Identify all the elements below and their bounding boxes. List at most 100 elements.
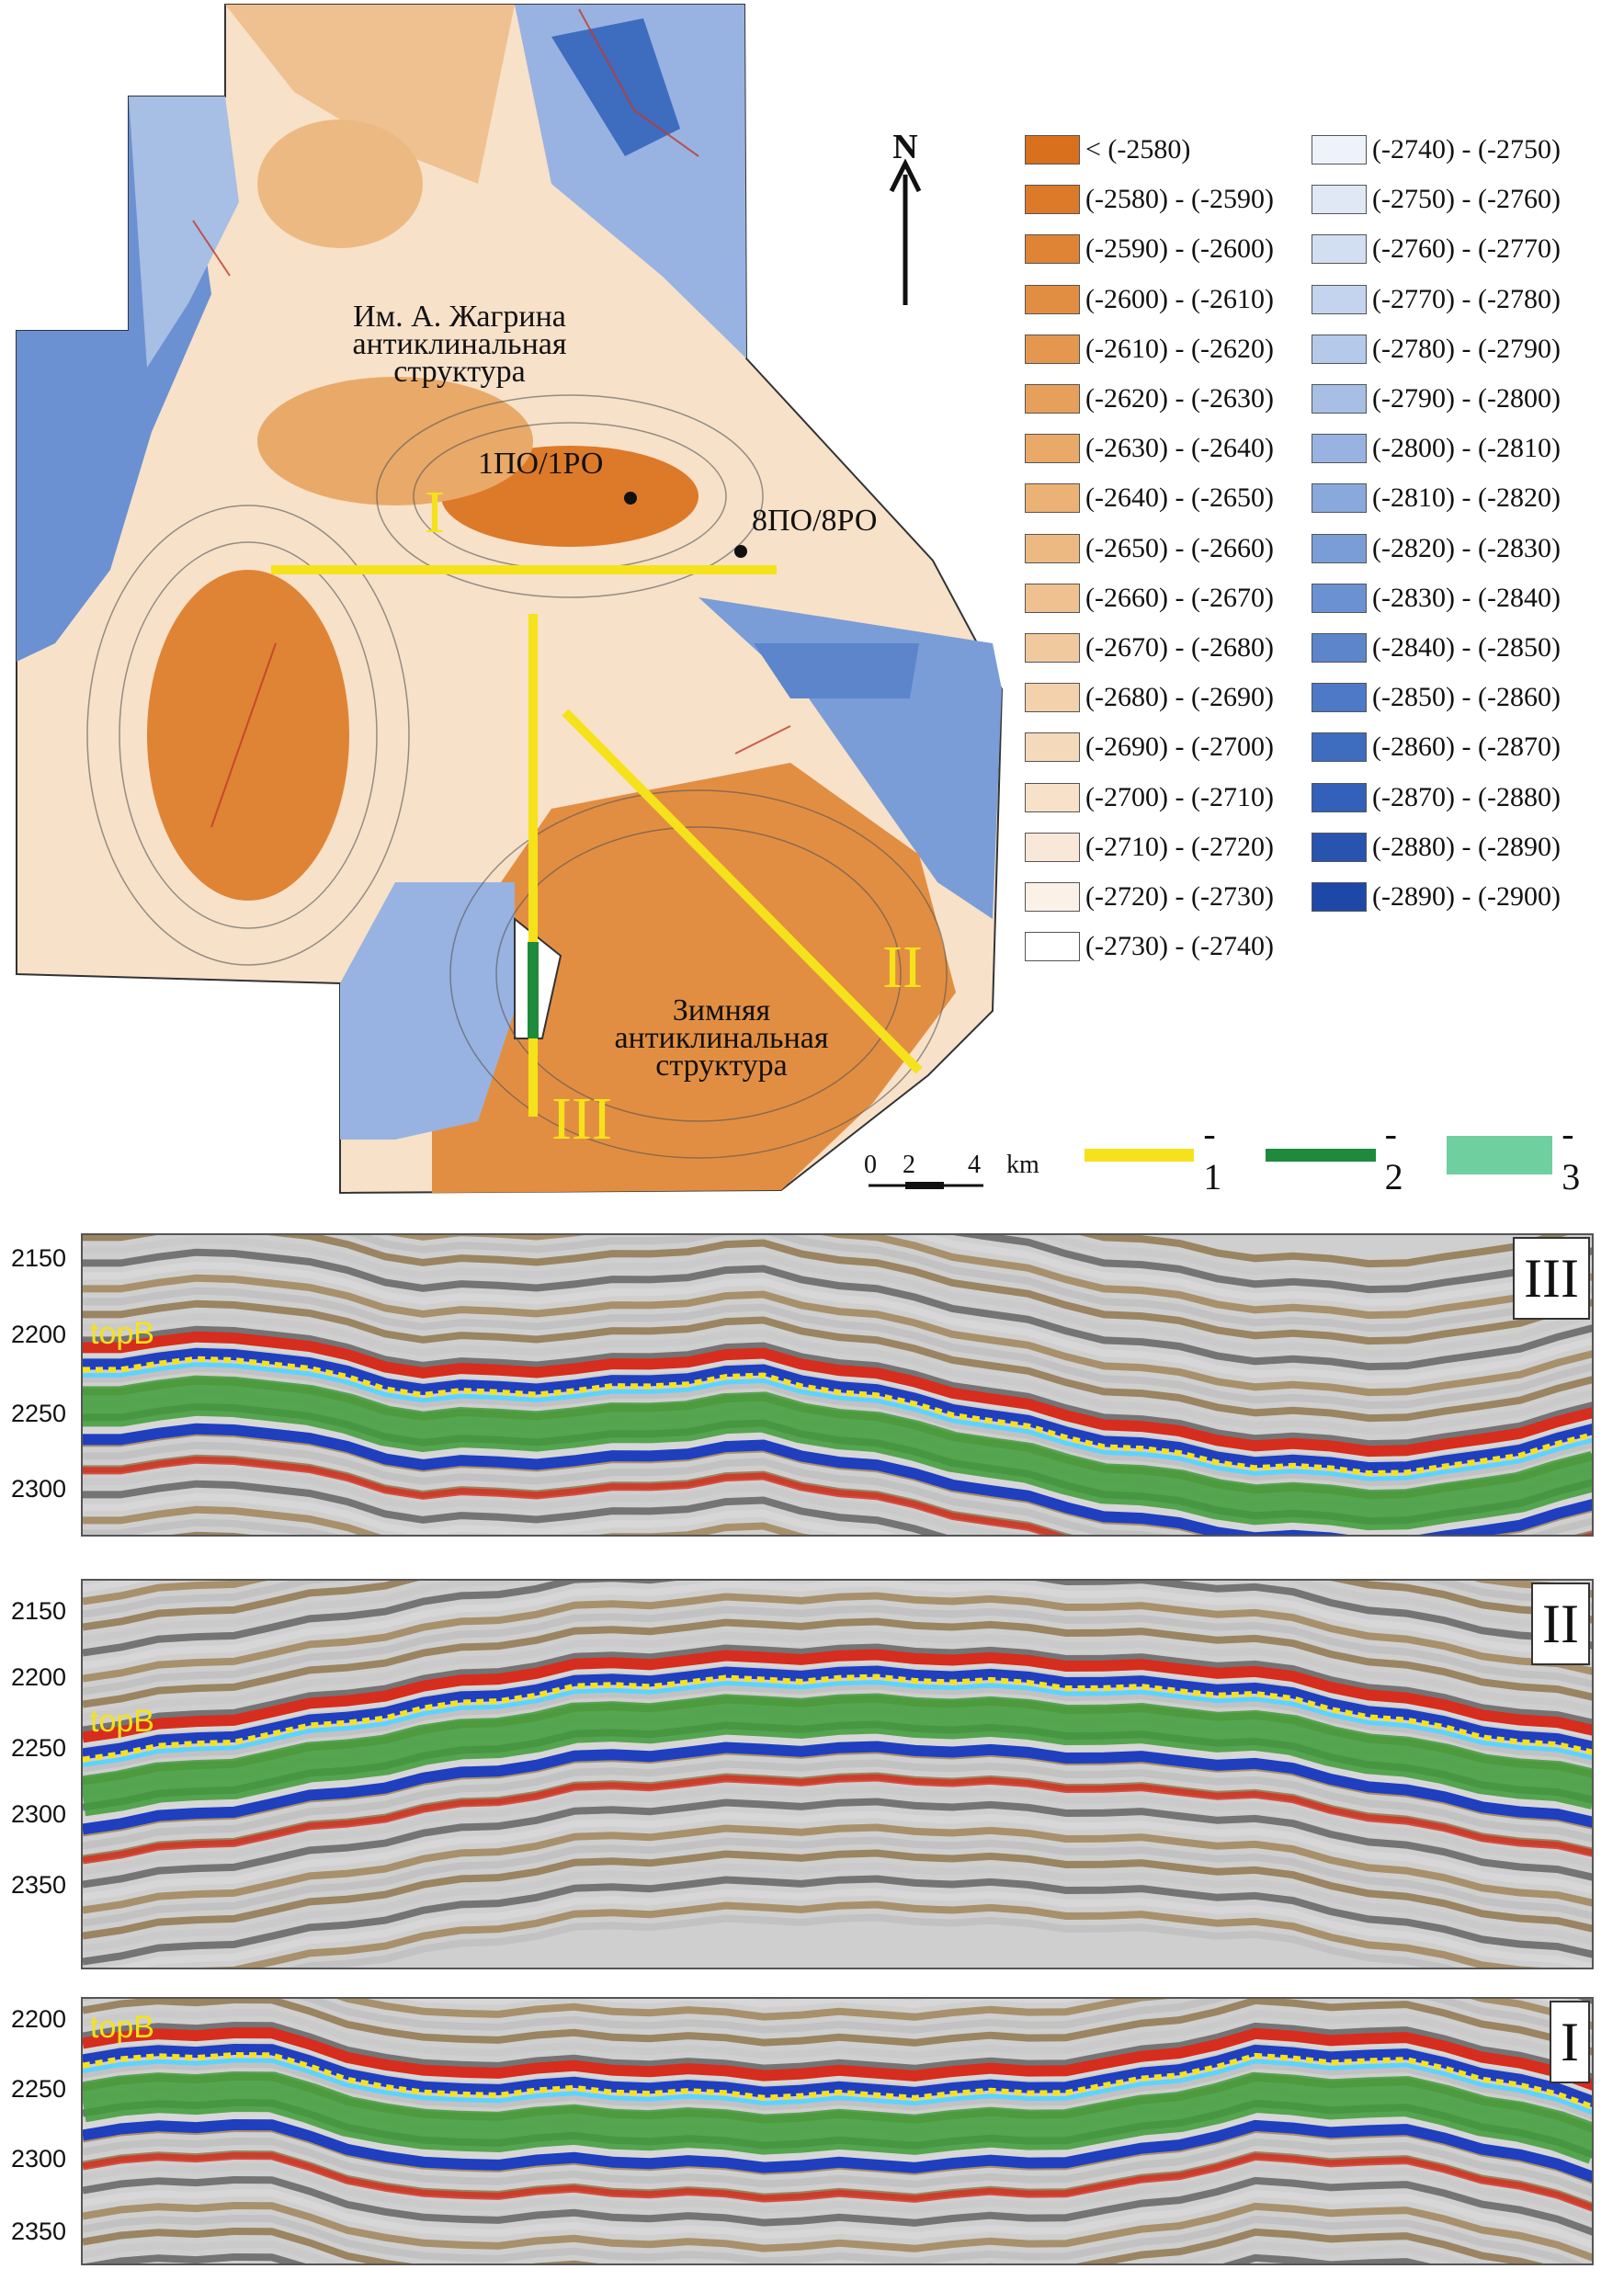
legend-row: (-2890) - (-2900) <box>1312 881 1561 913</box>
legend-swatch <box>1312 185 1367 215</box>
legend-swatch <box>1312 434 1367 464</box>
depth-tick: 2300 <box>11 1800 67 1828</box>
legend-swatch <box>1312 384 1367 414</box>
legend-swatch <box>1312 732 1367 763</box>
legend-swatch <box>1025 782 1080 812</box>
seismic-image <box>83 1999 1592 2263</box>
legend-row: (-2780) - (-2790) <box>1312 334 1561 365</box>
well-label-8: 8ПО/8РО <box>752 504 878 538</box>
legend-row: (-2690) - (-2700) <box>1025 732 1274 763</box>
depth-tick: 2300 <box>11 1475 67 1503</box>
high-zimnaya <box>432 763 956 1193</box>
legend-label: (-2630) - (-2640) <box>1085 433 1274 464</box>
legend-row: (-2610) - (-2620) <box>1025 334 1274 365</box>
legend-swatch <box>1025 882 1080 912</box>
topB-horizon <box>83 1356 1592 1477</box>
legend-label: (-2860) - (-2870) <box>1372 732 1561 763</box>
legend-swatch <box>1312 234 1367 265</box>
depth-tick: 2350 <box>11 2218 67 2246</box>
legend-swatch <box>1025 234 1080 265</box>
legend-label: (-2640) - (-2650) <box>1085 482 1274 514</box>
legend-swatch <box>1312 832 1367 862</box>
legend-label: (-2890) - (-2900) <box>1372 881 1561 912</box>
legend-label: (-2750) - (-2760) <box>1372 184 1561 215</box>
depth-tick: 2250 <box>11 1399 67 1427</box>
depth-tick: 2200 <box>11 2005 67 2034</box>
seismic-section-II: II topB 2150 2200 2250 2300 2350 <box>0 1579 1624 1969</box>
structure-label-zhagrina: Им. А. Жагрина антиклинальная структура <box>352 300 567 389</box>
legend-label: (-2650) - (-2660) <box>1085 532 1274 563</box>
north-label: N <box>892 128 918 166</box>
horizon-label: topB <box>90 2009 154 2045</box>
legend-label: (-2870) - (-2880) <box>1372 781 1561 812</box>
legend-label: (-2590) - (-2600) <box>1085 233 1274 265</box>
legend-swatch <box>1312 483 1367 514</box>
legend-row: (-2810) - (-2820) <box>1312 482 1561 514</box>
legend-swatch <box>1025 932 1080 962</box>
legend-label: (-2830) - (-2840) <box>1372 582 1561 613</box>
legend-row: (-2790) - (-2800) <box>1312 383 1561 414</box>
well-label-1: 1ПО/1РО <box>478 447 604 481</box>
well-1 <box>624 492 637 505</box>
legend-row: (-2600) - (-2610) <box>1025 284 1274 315</box>
structure-label-zimnaya: Зимняя антиклинальная структура <box>614 993 829 1083</box>
section-number: I <box>1550 2001 1590 2083</box>
horizon-label: topB <box>90 1316 154 1352</box>
seismic-panel: III topB <box>81 1233 1594 1537</box>
legend-label: (-2660) - (-2670) <box>1085 582 1274 613</box>
legend-label: (-2720) - (-2730) <box>1085 881 1274 912</box>
legend-row: (-2760) - (-2770) <box>1312 233 1561 265</box>
depth-tick: 2150 <box>11 1244 67 1273</box>
legend-row: (-2590) - (-2600) <box>1025 233 1274 265</box>
legend-row: (-2680) - (-2690) <box>1025 682 1274 713</box>
legend-swatch <box>1025 284 1080 314</box>
legend-label: (-2670) - (-2680) <box>1085 632 1274 663</box>
seismic-image <box>83 1235 1592 1535</box>
seismic-image <box>83 1581 1592 1968</box>
legend-row: (-2860) - (-2870) <box>1312 732 1561 763</box>
depth-tick: 2250 <box>11 2075 67 2104</box>
legend-swatch <box>1312 882 1367 912</box>
profile-label-III: III <box>551 1085 612 1152</box>
legend-swatch <box>1025 832 1080 862</box>
legend-label: (-2820) - (-2830) <box>1372 532 1561 563</box>
depth-tick: 2350 <box>11 1870 67 1899</box>
legend-row: (-2660) - (-2670) <box>1025 583 1274 614</box>
legend-row: (-2700) - (-2710) <box>1025 782 1274 813</box>
legend-swatch <box>1312 782 1367 812</box>
depth-tick: 2150 <box>11 1597 67 1625</box>
legend-row: (-2850) - (-2860) <box>1312 682 1561 713</box>
depth-tick: 2250 <box>11 1733 67 1762</box>
legend-item-2: - 2 <box>1266 1112 1421 1198</box>
legend-row: (-2730) - (-2740) <box>1025 931 1274 962</box>
well-8 <box>734 545 747 558</box>
legend-label: (-2740) - (-2750) <box>1372 134 1561 165</box>
legend-swatch <box>1025 135 1080 165</box>
legend-row: (-2880) - (-2890) <box>1312 832 1561 863</box>
legend-swatch <box>1312 633 1367 663</box>
legend-label: (-2840) - (-2850) <box>1372 632 1561 663</box>
legend-item-3: - 3 <box>1447 1112 1598 1198</box>
legend-label: (-2680) - (-2690) <box>1085 682 1274 713</box>
legend-label: (-2780) - (-2790) <box>1372 333 1561 364</box>
legend-label: (-2760) - (-2770) <box>1372 233 1561 265</box>
legend-swatch <box>1025 533 1080 563</box>
legend-label: (-2610) - (-2620) <box>1085 333 1274 364</box>
profile-line-II <box>562 709 923 1074</box>
legend-row: (-2750) - (-2760) <box>1312 184 1561 215</box>
legend-row: (-2830) - (-2840) <box>1312 583 1561 614</box>
legend-item-1: - 1 <box>1085 1112 1240 1198</box>
legend-row: (-2710) - (-2720) <box>1025 832 1274 863</box>
section-number: III <box>1513 1237 1590 1320</box>
legend-swatch <box>1025 583 1080 613</box>
depth-tick: 2300 <box>11 2145 67 2173</box>
legend-swatch <box>1025 434 1080 464</box>
section-number: II <box>1531 1583 1590 1665</box>
profile-label-II: II <box>882 934 923 1001</box>
seismic-panel: II topB <box>81 1579 1594 1969</box>
legend-label: (-2690) - (-2700) <box>1085 732 1274 763</box>
legend-swatch <box>1025 384 1080 414</box>
legend-swatch <box>1025 683 1080 713</box>
